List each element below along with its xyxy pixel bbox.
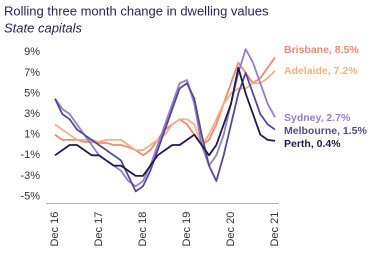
series-line xyxy=(54,66,276,177)
y-tick-label: 1% xyxy=(24,129,40,141)
series-line xyxy=(54,72,276,193)
y-tick-label: 7% xyxy=(24,67,40,79)
x-tick-label: Dec 20 xyxy=(225,212,237,247)
y-tick-label: 9% xyxy=(24,46,40,58)
x-tick-label: Dec 17 xyxy=(93,212,105,247)
legend-label: Perth, 0.4% xyxy=(284,138,341,150)
series-line xyxy=(54,48,276,188)
y-tick-label: -1% xyxy=(20,149,40,161)
x-tick-label: Dec 16 xyxy=(49,212,61,247)
chart-title: Rolling three month change in dwelling v… xyxy=(4,3,269,18)
legend-label: Brisbane, 8.5% xyxy=(284,44,359,56)
x-tick-label: Dec 18 xyxy=(137,212,149,247)
y-tick-label: -5% xyxy=(20,190,40,202)
y-tick-label: 5% xyxy=(24,87,40,99)
x-tick-label: Dec 19 xyxy=(181,212,193,247)
chart-subtitle: State capitals xyxy=(4,20,83,35)
legend-label: Sydney, 2.7% xyxy=(284,112,351,124)
x-tick-label: Dec 21 xyxy=(269,212,281,247)
y-tick-label: -3% xyxy=(20,170,40,182)
y-tick-label: 3% xyxy=(24,108,40,120)
legend-label: Melbourne, 1.5% xyxy=(284,125,368,137)
legend-label: Adelaide, 7.2% xyxy=(284,65,358,77)
